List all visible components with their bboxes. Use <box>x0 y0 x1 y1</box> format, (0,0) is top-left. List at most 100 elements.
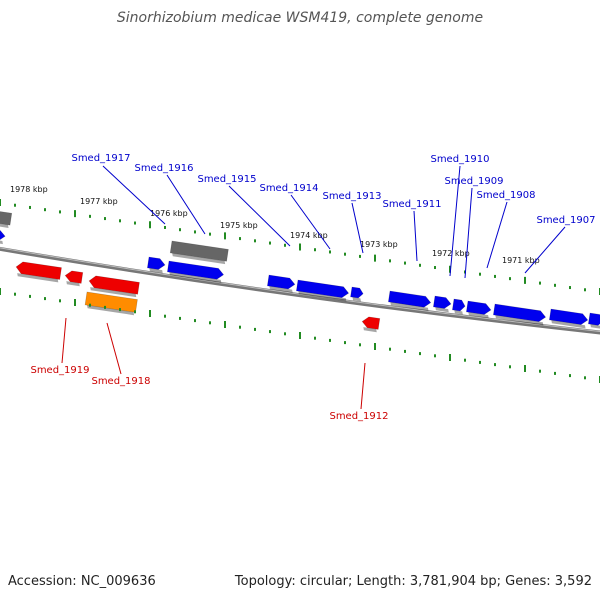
track-minor-tick <box>284 243 286 247</box>
track-minor-tick <box>434 266 436 270</box>
gene-leader-line <box>464 187 473 279</box>
gene-label-text: Smed_1919 <box>30 365 89 376</box>
track-minor-tick <box>89 303 91 307</box>
track-minor-tick <box>329 338 331 342</box>
track-minor-tick <box>584 376 586 380</box>
track-minor-tick <box>29 205 31 209</box>
track-minor-tick <box>494 363 496 367</box>
gene-block-gray[interactable] <box>169 240 229 265</box>
track-minor-tick <box>389 347 391 351</box>
track-minor-tick <box>509 277 511 281</box>
gene-arrow-reverse[interactable] <box>361 316 381 333</box>
track-major-tick <box>449 354 451 361</box>
gene-arrow-reverse[interactable] <box>15 261 62 283</box>
gene-label-text: Smed_1916 <box>134 163 193 174</box>
track-minor-tick <box>254 327 256 331</box>
gene-leader-line <box>106 322 122 375</box>
gene-label[interactable]: Smed_1910 <box>430 154 490 277</box>
gene-arrow-reverse[interactable] <box>88 275 140 298</box>
gene-label[interactable]: Smed_1911 <box>382 199 442 262</box>
track-minor-tick <box>164 225 166 229</box>
track-minor-tick <box>479 272 481 276</box>
gene-label[interactable]: Smed_1908 <box>476 190 536 269</box>
gene-label[interactable]: Smed_1916 <box>134 163 206 235</box>
gene-label[interactable]: Smed_1913 <box>322 191 382 254</box>
scale-tick-label: 1976 kbp <box>150 209 188 218</box>
gene-arrow-forward[interactable] <box>588 312 600 329</box>
track-minor-tick <box>104 305 106 309</box>
scale-tick-label: 1978 kbp <box>10 185 48 194</box>
upper-scale-track <box>0 199 600 295</box>
gene-label-text: Smed_1909 <box>444 176 503 187</box>
gene-arrow-forward[interactable] <box>350 286 364 302</box>
track-minor-tick <box>554 283 556 287</box>
gene-arrow-forward[interactable] <box>296 279 350 302</box>
gene-leader-line <box>102 165 166 225</box>
track-major-tick <box>224 232 226 240</box>
track-minor-tick <box>419 352 421 356</box>
scale-tick-label: 1977 kbp <box>80 197 118 206</box>
track-minor-tick <box>389 259 391 263</box>
gene-leader-line <box>166 174 206 235</box>
gene-label-text: Smed_1913 <box>322 191 381 202</box>
gene-label-text: Smed_1910 <box>430 154 489 165</box>
gene-label[interactable]: Smed_1918 <box>91 322 151 387</box>
track-minor-tick <box>554 371 556 375</box>
gene-arrow-forward[interactable] <box>0 228 6 245</box>
track-major-tick <box>149 310 151 317</box>
track-minor-tick <box>59 210 61 214</box>
track-minor-tick <box>539 369 541 373</box>
track-minor-tick <box>284 332 286 336</box>
track-minor-tick <box>509 365 511 369</box>
gene-leader-line <box>360 362 366 410</box>
track-major-tick <box>224 321 226 328</box>
gene-label[interactable]: Smed_1914 <box>259 183 331 250</box>
gene-arrow-forward[interactable] <box>267 274 296 293</box>
gene-leader-line <box>486 201 508 269</box>
gene-label[interactable]: Smed_1919 <box>30 317 90 376</box>
track-minor-tick <box>479 360 481 364</box>
track-major-tick <box>374 254 376 262</box>
scale-tick-label: 1973 kbp <box>360 240 398 249</box>
track-minor-tick <box>29 294 31 298</box>
gene-arrow-reverse[interactable] <box>64 270 84 287</box>
gene-arrow-forward[interactable] <box>493 303 547 326</box>
gene-arrow-forward[interactable] <box>549 308 589 329</box>
genome-backbone <box>0 246 600 335</box>
track-major-tick <box>374 343 376 350</box>
gene-arrow-forward[interactable] <box>167 260 225 283</box>
scale-tick-label: 1974 kbp <box>290 231 328 240</box>
track-minor-tick <box>134 310 136 314</box>
gene-leader-line <box>228 185 291 247</box>
track-minor-tick <box>494 274 496 278</box>
track-minor-tick <box>209 232 211 236</box>
gene-arrow-forward[interactable] <box>452 298 466 315</box>
map-title: Sinorhizobium medicae WSM419, complete g… <box>116 10 484 26</box>
track-major-tick <box>0 199 1 206</box>
gene-arrow-forward[interactable] <box>466 300 492 319</box>
track-minor-tick <box>239 325 241 329</box>
track-minor-tick <box>404 261 406 265</box>
track-minor-tick <box>419 263 421 267</box>
gene-label[interactable]: Smed_1909 <box>444 176 504 279</box>
gene-block-gray[interactable] <box>0 209 13 228</box>
track-major-tick <box>0 288 1 295</box>
track-minor-tick <box>194 230 196 234</box>
gene-label[interactable]: Smed_1907 <box>524 215 596 274</box>
gene-arrow-forward[interactable] <box>147 256 166 274</box>
track-major-tick <box>299 332 301 339</box>
gene-label[interactable]: Smed_1915 <box>197 174 291 247</box>
gene-label-text: Smed_1915 <box>197 174 256 185</box>
track-minor-tick <box>194 319 196 323</box>
gene-leader-line <box>413 210 418 262</box>
gene-arrow-forward[interactable] <box>388 290 432 311</box>
track-minor-tick <box>359 343 361 347</box>
gene-label[interactable]: Smed_1917 <box>71 153 166 225</box>
gene-label[interactable]: Smed_1912 <box>329 362 389 422</box>
track-minor-tick <box>269 241 271 245</box>
track-minor-tick <box>269 330 271 334</box>
scale-tick-label: 1971 kbp <box>502 256 540 265</box>
gene-arrow-forward[interactable] <box>433 295 452 313</box>
track-minor-tick <box>254 239 256 243</box>
